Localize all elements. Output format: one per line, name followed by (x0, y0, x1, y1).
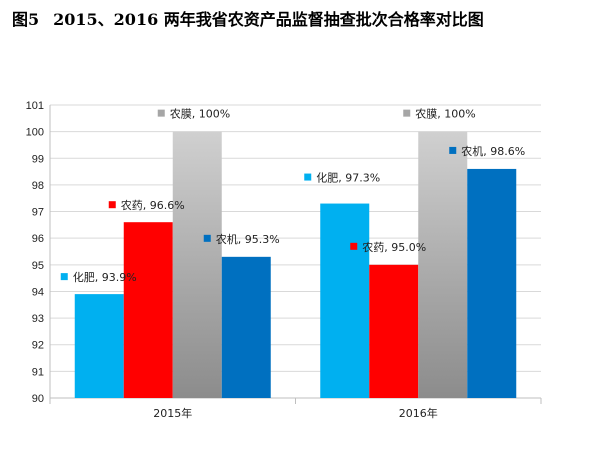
data-label-marker (108, 201, 116, 209)
bar-农药-2015年 (123, 222, 173, 398)
data-label: 农膜, 100% (415, 107, 475, 121)
y-tick-label: 99 (32, 153, 44, 165)
figure-number: 图5 (12, 10, 40, 29)
data-label: 农膜, 100% (170, 107, 230, 121)
y-tick-label: 93 (32, 313, 44, 325)
bars (74, 131, 517, 399)
bar-农机-2015年 (221, 256, 271, 398)
data-label: 化肥, 93.9% (73, 270, 137, 284)
data-label-marker (350, 242, 358, 250)
data-label-marker (449, 146, 457, 154)
bar-农机-2016年 (467, 168, 517, 398)
bar-农膜-2015年 (172, 131, 222, 399)
y-tick-label: 97 (32, 207, 44, 219)
figure-title-text: 2015、2016 两年我省农资产品监督抽查批次合格率对比图 (53, 10, 484, 29)
data-label: 农机, 98.6% (461, 144, 525, 158)
bar-农膜-2016年 (418, 131, 468, 399)
y-tick-label: 94 (32, 286, 44, 298)
y-tick-label: 101 (26, 100, 44, 112)
y-tick-label: 92 (32, 340, 44, 352)
data-label: 化肥, 97.3% (316, 171, 380, 185)
figure-title: 图5 2015、2016 两年我省农资产品监督抽查批次合格率对比图 (12, 6, 484, 30)
y-tick-label: 100 (26, 127, 44, 139)
y-tick-label: 90 (32, 393, 44, 405)
bar-化肥-2015年 (74, 294, 124, 398)
data-label-marker (304, 173, 312, 181)
y-tick-label: 91 (32, 366, 44, 378)
data-labels: 化肥, 93.9% 农药, 96.6% 农膜, 100% 农机, 95.3% 化肥, 9… (60, 107, 525, 284)
data-label: 农药, 95.0% (362, 240, 426, 254)
y-tick-label: 95 (32, 260, 44, 272)
data-label-marker (403, 109, 411, 117)
x-category-label: 2015年 (153, 406, 192, 420)
bar-化肥-2016年 (320, 203, 370, 398)
bar-农药-2016年 (369, 264, 419, 398)
data-label-marker (157, 109, 165, 117)
data-label-marker (203, 234, 211, 242)
y-tick-label: 96 (32, 233, 44, 245)
y-tick-label: 98 (32, 180, 44, 192)
data-label: 农机, 95.3% (216, 232, 280, 246)
x-category-label: 2016年 (399, 406, 438, 420)
data-label-marker (60, 273, 68, 281)
data-label: 农药, 96.6% (121, 198, 185, 212)
